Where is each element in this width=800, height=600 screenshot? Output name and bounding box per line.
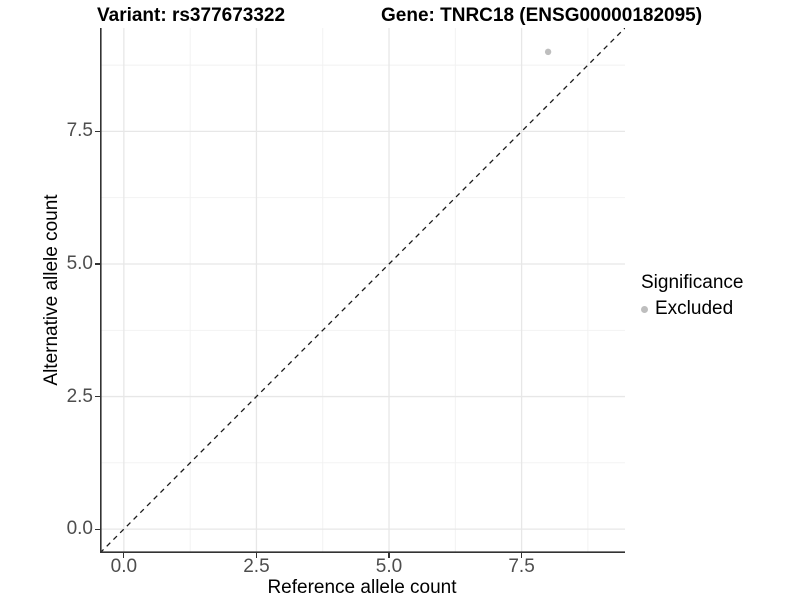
x-tick-mark <box>123 553 125 558</box>
x-tick-mark <box>520 553 523 558</box>
data-point <box>544 48 552 56</box>
legend-title: Significance <box>641 272 744 293</box>
y-tick-label: 5.0 <box>66 252 93 274</box>
x-tick-label: 5.0 <box>375 556 403 577</box>
y-tick-mark <box>95 528 100 530</box>
legend: Significance Excluded <box>641 272 743 320</box>
y-axis-title: Alternative allele count <box>41 194 62 386</box>
gene-title: Gene: TNRC18 (ENSG00000182095) <box>381 5 703 26</box>
y-tick-label: 7.5 <box>66 120 93 142</box>
y-tick-label: 2.5 <box>66 385 93 407</box>
y-tick-mark <box>95 263 100 265</box>
legend-entry-label: Excluded <box>655 298 734 319</box>
x-axis-title: Reference allele count <box>267 577 457 598</box>
y-tick-mark <box>95 395 100 398</box>
y-tick-mark <box>95 130 100 132</box>
variant-title: Variant: rs377673322 <box>97 5 286 26</box>
x-tick-label: 0.0 <box>110 556 138 577</box>
y-tick-label: 0.0 <box>66 518 93 540</box>
x-tick-mark <box>388 553 390 558</box>
plot-panel <box>100 28 625 553</box>
legend-entry-excluded: Excluded <box>641 298 743 320</box>
excluded-point-icon <box>641 305 648 313</box>
identity-dashed-line <box>100 28 625 553</box>
x-tick-label: 2.5 <box>243 556 270 577</box>
x-tick-label: 7.5 <box>508 556 535 577</box>
x-tick-mark <box>255 553 258 558</box>
